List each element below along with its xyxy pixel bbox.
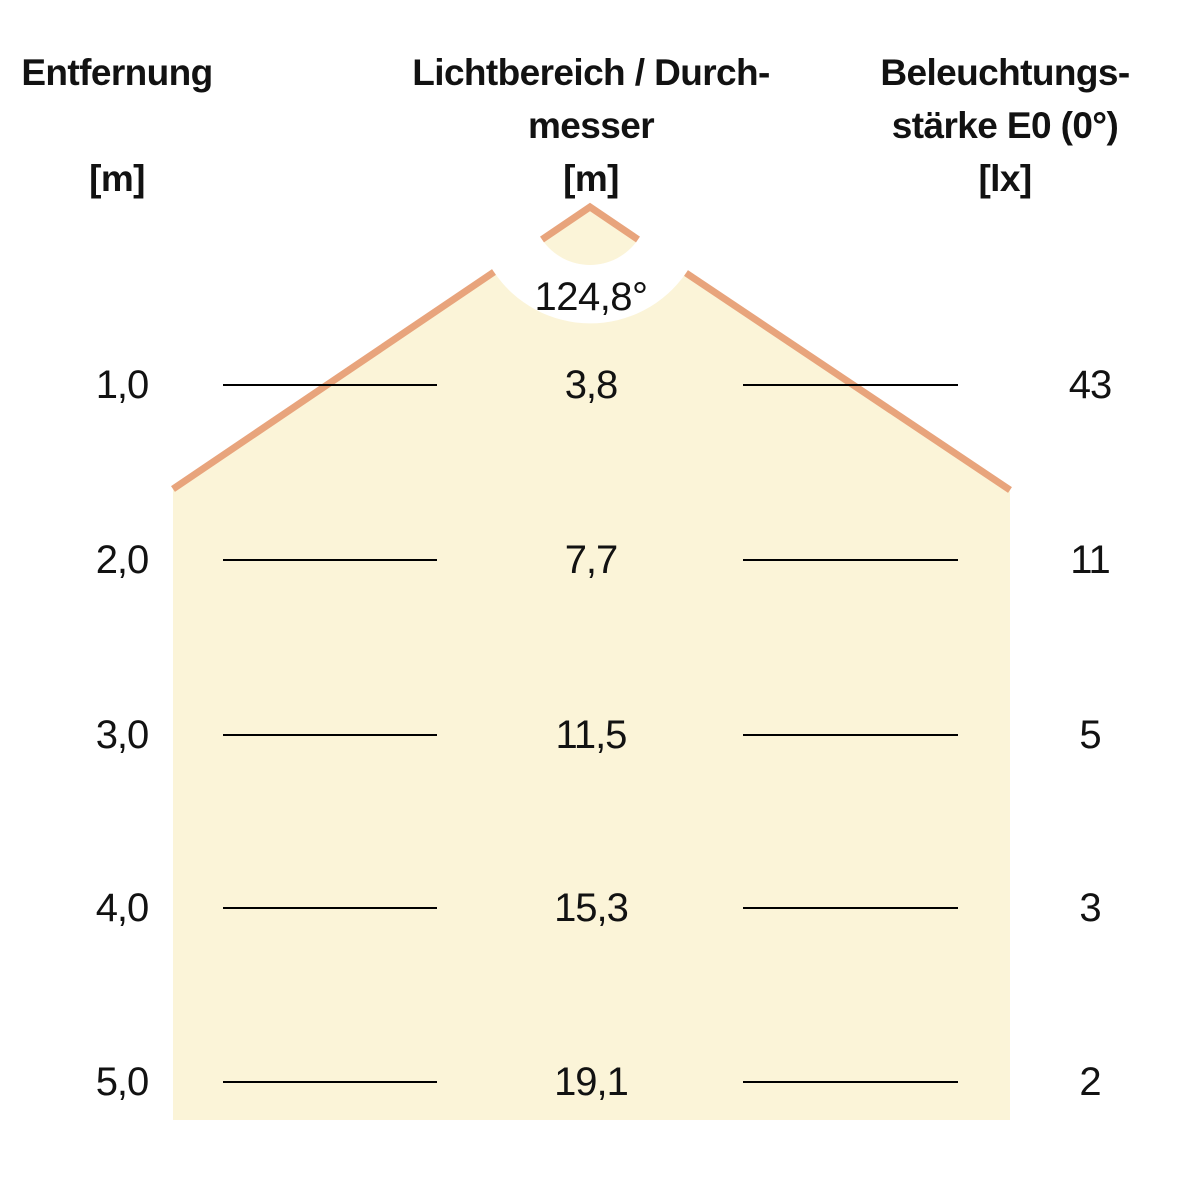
row-line-left	[223, 907, 437, 909]
row-line-left	[223, 384, 437, 386]
illuminance-title-line1: Beleuchtungs-	[880, 52, 1130, 93]
diameter-unit: [m]	[563, 158, 619, 199]
table-row: 3,0 11,5 5	[0, 709, 1182, 761]
header-spacer	[0, 99, 267, 152]
illuminance-title-line2: stärke E0 (0°)	[891, 105, 1119, 146]
row-line-right	[743, 1081, 958, 1083]
column-header-diameter: Lichtbereich / Durch- messer [m]	[391, 46, 791, 205]
row-line-left	[223, 559, 437, 561]
distance-value: 2,0	[95, 538, 150, 582]
diameter-title-line1: Lichtbereich / Durch-	[412, 52, 770, 93]
row-line-right	[743, 559, 958, 561]
row-line-left	[223, 1081, 437, 1083]
distance-value: 4,0	[95, 886, 150, 930]
illuminance-value: 3	[1079, 886, 1101, 930]
distance-title: Entfernung	[21, 52, 213, 93]
table-row: 5,0 19,1 2	[0, 1056, 1182, 1108]
beam-apex-sector	[542, 207, 638, 265]
diameter-value: 3,8	[564, 363, 619, 407]
table-row: 2,0 7,7 11	[0, 534, 1182, 586]
column-header-illuminance: Beleuchtungs- stärke E0 (0°) [lx]	[830, 46, 1180, 205]
column-header-distance: Entfernung [m]	[0, 46, 267, 205]
diameter-value: 11,5	[555, 713, 628, 757]
diameter-value: 15,3	[554, 886, 629, 930]
row-line-right	[743, 734, 958, 736]
illuminance-value: 2	[1079, 1060, 1101, 1104]
distance-value: 3,0	[95, 713, 150, 757]
distance-value: 5,0	[95, 1060, 150, 1104]
cone-edge-left	[171, 269, 496, 492]
diameter-value: 19,1	[554, 1060, 629, 1104]
illuminance-value: 11	[1070, 538, 1111, 582]
beam-angle-label: 124,8°	[534, 275, 648, 319]
illuminance-value: 5	[1079, 713, 1101, 757]
distance-value: 1,0	[95, 363, 150, 407]
cone-edge-right	[684, 270, 1012, 493]
diameter-value: 7,7	[564, 538, 619, 582]
table-row: 4,0 15,3 3	[0, 882, 1182, 934]
table-row: 1,0 3,8 43	[0, 359, 1182, 411]
row-line-right	[743, 384, 958, 386]
illuminance-value: 43	[1068, 363, 1113, 407]
row-line-right	[743, 907, 958, 909]
diameter-title-line2: messer	[527, 105, 655, 146]
distance-unit: [m]	[89, 158, 145, 199]
illuminance-unit: [lx]	[978, 158, 1032, 199]
beam-apex-edges	[540, 202, 640, 243]
row-line-left	[223, 734, 437, 736]
